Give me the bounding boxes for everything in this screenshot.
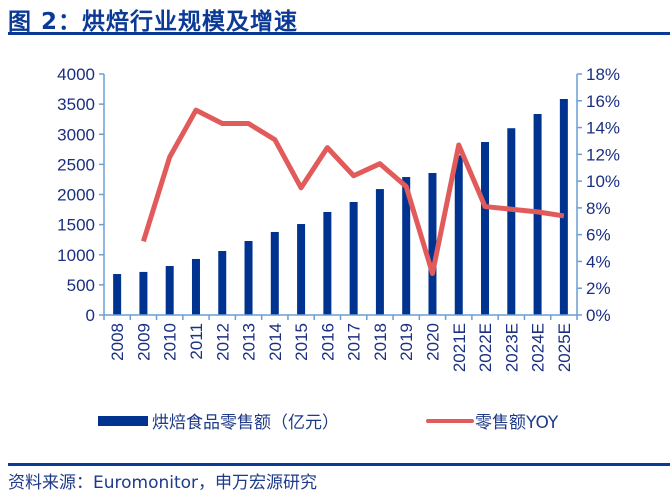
bar-2014: [270, 231, 279, 315]
x-tick-label: 2023E: [502, 323, 521, 372]
right-tick-label: 0%: [586, 306, 611, 325]
bar-2020: [428, 172, 437, 315]
x-tick-label: 2025E: [555, 323, 574, 372]
left-tick-label: 2000: [57, 186, 95, 205]
right-tick-label: 16%: [586, 92, 620, 111]
left-tick-label: 0: [86, 306, 95, 325]
bar-2013: [244, 241, 253, 315]
bar-2019: [402, 177, 411, 315]
bar-2011: [191, 258, 200, 315]
left-tick-label: 3500: [57, 95, 95, 114]
left-tick-label: 1000: [57, 246, 95, 265]
legend-line-label: 零售额YOY: [475, 413, 559, 433]
bar-2017: [349, 201, 358, 315]
bar-2023E: [507, 128, 516, 315]
figure-title: 图 2：烘焙行业规模及增速: [8, 9, 299, 35]
right-tick-label: 18%: [586, 65, 620, 84]
right-tick-label: 4%: [586, 252, 611, 271]
bar-line-chart: 0 500 1000 1500 2000 2500 3000 3500 4000 0% 2% 4% 6%…: [57, 65, 620, 433]
bar-2025E: [559, 99, 568, 315]
right-tick-label: 12%: [586, 145, 620, 164]
left-tick-label: 500: [67, 276, 95, 295]
right-tick-label: 8%: [586, 199, 611, 218]
x-tick-label: 2016: [318, 323, 337, 361]
x-tick-label: 2012: [213, 323, 232, 361]
x-tick-label: 2022E: [476, 323, 495, 372]
bar-2015: [297, 224, 306, 315]
x-tick-label: 2015: [292, 323, 311, 361]
x-tick-label: 2010: [161, 323, 180, 361]
x-tick-label: 2013: [240, 323, 259, 361]
bar-2024E: [533, 114, 542, 315]
bar-2022E: [481, 142, 490, 315]
left-tick-label: 1500: [57, 216, 95, 235]
right-tick-label: 2%: [586, 279, 611, 298]
bar-2018: [375, 189, 384, 315]
title-divider: [8, 32, 670, 35]
legend: 烘焙食品零售额（亿元） 零售额YOY: [98, 413, 559, 433]
legend-bar-swatch: [98, 416, 148, 426]
bar-2012: [218, 251, 227, 315]
x-tick-label: 2021E: [450, 323, 469, 372]
left-tick-label: 4000: [57, 65, 95, 84]
x-tick-label: 2011: [187, 323, 206, 360]
x-tick-label: 2009: [134, 323, 153, 361]
source-note: 资料来源：Euromonitor，申万宏源研究: [8, 473, 318, 493]
right-tick-label: 6%: [586, 226, 611, 245]
bar-2009: [139, 271, 148, 315]
x-tick-label: 2008: [108, 323, 127, 361]
right-tick-label: 14%: [586, 119, 620, 138]
bar-2021E: [454, 155, 463, 315]
bar-2016: [323, 211, 332, 315]
right-tick-label: 10%: [586, 172, 620, 191]
footer-divider: [8, 463, 670, 466]
x-tick-label: 2024E: [529, 323, 548, 372]
x-tick-label: 2017: [345, 323, 364, 361]
x-tick-label: 2014: [266, 323, 285, 361]
legend-bar-label: 烘焙食品零售额（亿元）: [152, 413, 339, 433]
left-tick-label: 3000: [57, 125, 95, 144]
bar-2010: [165, 266, 174, 315]
x-tick-label: 2018: [371, 323, 390, 361]
x-tick-label: 2020: [423, 323, 442, 361]
bar-2008: [113, 274, 122, 315]
x-tick-label: 2019: [397, 323, 416, 361]
left-tick-label: 2500: [57, 155, 95, 174]
